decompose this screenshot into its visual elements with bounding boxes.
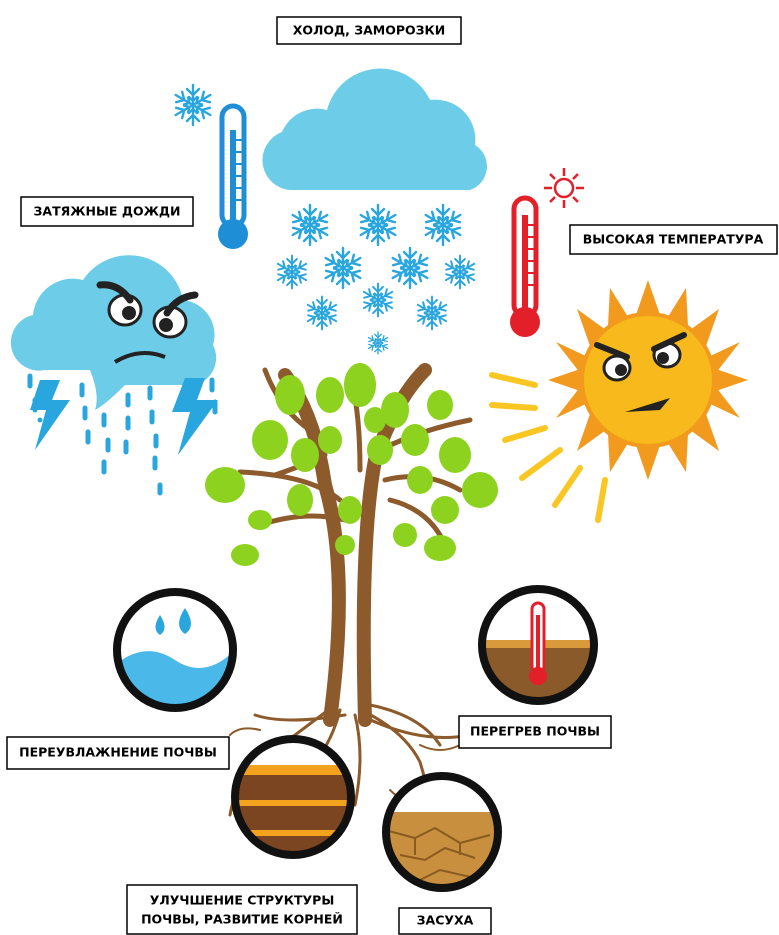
label-soil-structure: УЛУЧШЕНИЕ СТРУКТУРЫ ПОЧВЫ, РАЗВИТИЕ КОРН… bbox=[127, 885, 357, 934]
label-text: ПОЧВЫ, РАЗВИТИЕ КОРНЕЙ bbox=[141, 912, 343, 927]
label-text: ПЕРЕГРЕВ ПОЧВЫ bbox=[470, 724, 600, 739]
drought-circle bbox=[385, 775, 505, 895]
label-text: ХОЛОД, ЗАМОРОЗКИ bbox=[293, 23, 445, 38]
label-cold: ХОЛОД, ЗАМОРОЗКИ bbox=[277, 17, 461, 44]
label-heat: ВЫСОКАЯ ТЕМПЕРАТУРА bbox=[570, 225, 777, 254]
cold-thermometer bbox=[218, 106, 248, 249]
rain-cloud bbox=[11, 255, 218, 493]
label-soil-overheating: ПЕРЕГРЕВ ПОЧВЫ bbox=[459, 716, 611, 748]
label-text: ПЕРЕУВЛАЖНЕНИЕ ПОЧВЫ bbox=[19, 745, 217, 760]
label-rain: ЗАТЯЖНЫЕ ДОЖДИ bbox=[21, 197, 193, 226]
label-text: ВЫСОКАЯ ТЕМПЕРАТУРА bbox=[583, 232, 764, 247]
weather-impact-diagram: ХОЛОД, ЗАМОРОЗКИ ЗАТЯЖНЫЕ ДОЖДИ ВЫСОКАЯ … bbox=[0, 0, 779, 935]
label-text: УЛУЧШЕНИЕ СТРУКТУРЫ bbox=[150, 893, 335, 908]
label-drought: ЗАСУХА bbox=[399, 908, 491, 934]
soil-layers-circle bbox=[235, 739, 355, 860]
water-circle bbox=[115, 590, 235, 710]
hot-soil-circle bbox=[480, 585, 600, 705]
tree bbox=[205, 363, 498, 822]
label-text: ЗАСУХА bbox=[417, 913, 474, 928]
label-text: ЗАТЯЖНЫЕ ДОЖДИ bbox=[34, 204, 181, 219]
label-waterlogging: ПЕРЕУВЛАЖНЕНИЕ ПОЧВЫ bbox=[7, 737, 229, 769]
